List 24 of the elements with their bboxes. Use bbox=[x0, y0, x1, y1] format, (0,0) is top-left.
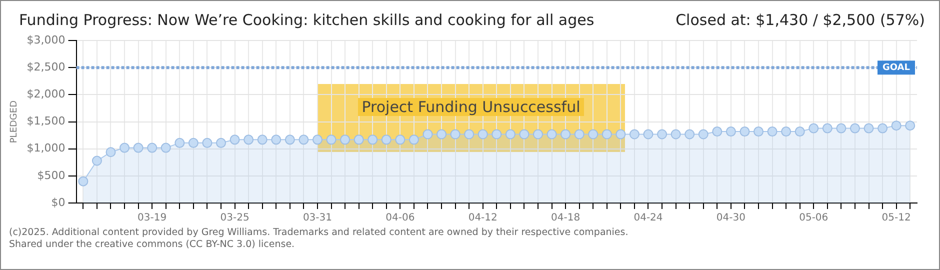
x-tick-label: 04-06 bbox=[386, 212, 415, 224]
x-tick-label: 03-19 bbox=[138, 212, 167, 224]
x-tick-label: 04-30 bbox=[716, 212, 746, 224]
x-tick-label: 03-31 bbox=[302, 212, 332, 224]
chart-title: Funding Progress: Now We’re Cooking: kitchen skills and cooking for all ages bbox=[19, 11, 594, 29]
ref-line-label: GOAL bbox=[882, 63, 910, 74]
x-tick-label: 04-12 bbox=[468, 212, 498, 224]
y-axis-title: PLEDGED bbox=[10, 100, 20, 144]
y-tick-label: $1,000 bbox=[26, 142, 66, 155]
y-tick-label: $0 bbox=[51, 196, 66, 209]
x-tick-label: 03-25 bbox=[220, 212, 250, 224]
text: Shared under the creative commons (CC BY-NC 3.0) license. bbox=[9, 239, 296, 251]
y-tick-label: $500 bbox=[37, 168, 66, 182]
text: (c)2025. Additional content provided by Greg Williams. Trademarks and related content are owned by their respective companies. bbox=[9, 227, 630, 239]
y-tick-label: $2,000 bbox=[26, 88, 66, 101]
x-tick-label: 04-24 bbox=[634, 212, 663, 224]
chart-subtitle: Closed at: $1,430 / $2,500 (57%) bbox=[676, 11, 925, 29]
annotation: Project Funding Unsuccessful bbox=[358, 98, 584, 116]
y-tick-label: $1,500 bbox=[26, 114, 66, 128]
x-tick-label: 05-12 bbox=[882, 212, 911, 224]
y-tick-label: $3,000 bbox=[26, 33, 66, 46]
x-tick-label: 05-06 bbox=[799, 212, 828, 224]
x-tick-label: 04-18 bbox=[551, 212, 580, 224]
y-tick-label: $2,500 bbox=[26, 60, 66, 74]
